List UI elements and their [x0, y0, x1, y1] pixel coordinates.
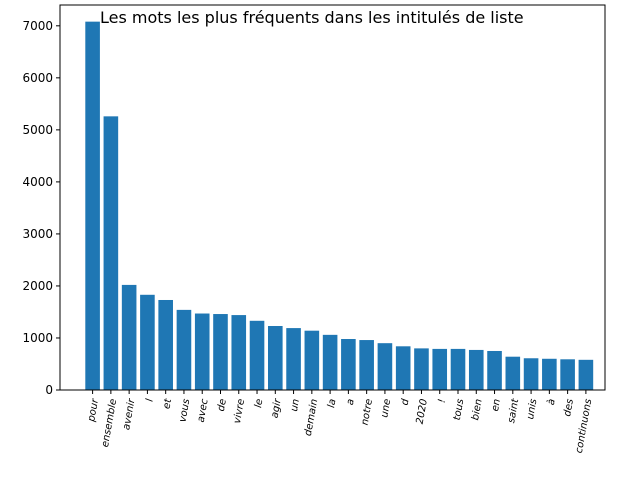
- x-tick-label-15: notre: [360, 398, 375, 426]
- y-tick-label-0: 0: [45, 383, 53, 397]
- x-tick-label-20: tous: [452, 398, 467, 421]
- x-tick-label-19: !: [437, 398, 449, 404]
- x-tick-label-24: unis: [525, 398, 539, 420]
- bar-16: [377, 343, 393, 390]
- x-tick-label-10: agir: [270, 397, 284, 419]
- x-tick-label-11: un: [289, 398, 302, 412]
- x-tick-label-23: saint: [506, 397, 521, 424]
- bar-15: [359, 340, 374, 390]
- bar-20: [450, 348, 466, 390]
- x-tick-label-26: des: [562, 398, 576, 417]
- bar-11: [286, 328, 301, 390]
- y-axis: 0 1000 2000 3000 4000 5000 6000 7000: [22, 19, 60, 397]
- x-tick-label-6: avec: [196, 398, 211, 424]
- x-tick-label-12: demain: [303, 398, 320, 437]
- x-tick-label-14: a: [345, 398, 357, 406]
- x-tick-label-8: vivre: [232, 398, 247, 424]
- y-tick-label-3: 3000: [22, 227, 53, 241]
- bar-2: [121, 284, 137, 390]
- bar-9: [249, 320, 265, 390]
- bar-0: [85, 21, 100, 391]
- bar-25: [542, 358, 557, 390]
- x-tick-label-27: continuons: [574, 398, 594, 454]
- bar-21: [468, 349, 484, 390]
- bar-10: [268, 326, 283, 390]
- bar-3: [140, 294, 155, 390]
- bar-6: [194, 313, 210, 390]
- x-tick-label-7: de: [216, 398, 229, 412]
- y-tick-label-6: 6000: [22, 71, 53, 85]
- bars-group: [85, 21, 594, 391]
- x-tick-label-0: pour: [86, 397, 101, 423]
- bar-18: [414, 348, 429, 390]
- x-tick-label-2: avenir: [121, 397, 137, 431]
- bar-17: [395, 346, 411, 390]
- x-tick-label-16: une: [379, 398, 393, 418]
- bar-1: [103, 116, 119, 390]
- x-tick-label-25: à: [545, 398, 558, 406]
- bar-22: [487, 350, 502, 390]
- bar-4: [158, 299, 173, 390]
- y-tick-label-4: 4000: [22, 175, 53, 189]
- x-tick-label-17: d: [400, 397, 412, 406]
- x-tick-label-18: 2020: [415, 398, 430, 425]
- bar-24: [523, 358, 539, 390]
- bar-14: [341, 339, 356, 390]
- bar-19: [432, 348, 448, 390]
- bar-7: [213, 314, 228, 390]
- chart-title: Les mots les plus fréquents dans les int…: [100, 8, 524, 27]
- x-tick-label-4: et: [162, 397, 175, 410]
- x-tick-label-1: ensemble: [100, 398, 119, 448]
- bar-8: [231, 315, 247, 390]
- x-tick-label-21: bien: [470, 398, 485, 421]
- y-tick-label-2: 2000: [22, 279, 53, 293]
- x-tick-label-22: en: [490, 398, 503, 412]
- bar-13: [322, 334, 338, 390]
- bar-5: [176, 309, 192, 390]
- x-tick-label-5: vous: [177, 398, 192, 423]
- bar-12: [304, 330, 320, 390]
- x-tick-label-3: l: [145, 398, 156, 403]
- bar-27: [578, 359, 594, 390]
- bar-23: [505, 356, 521, 390]
- y-tick-label-7: 7000: [22, 19, 53, 33]
- x-tick-label-13: la: [326, 398, 338, 409]
- x-tick-label-9: le: [253, 398, 265, 409]
- y-tick-label-1: 1000: [22, 331, 53, 345]
- bar-26: [560, 359, 575, 390]
- y-tick-label-5: 5000: [22, 123, 53, 137]
- plot-frame: [59, 4, 606, 391]
